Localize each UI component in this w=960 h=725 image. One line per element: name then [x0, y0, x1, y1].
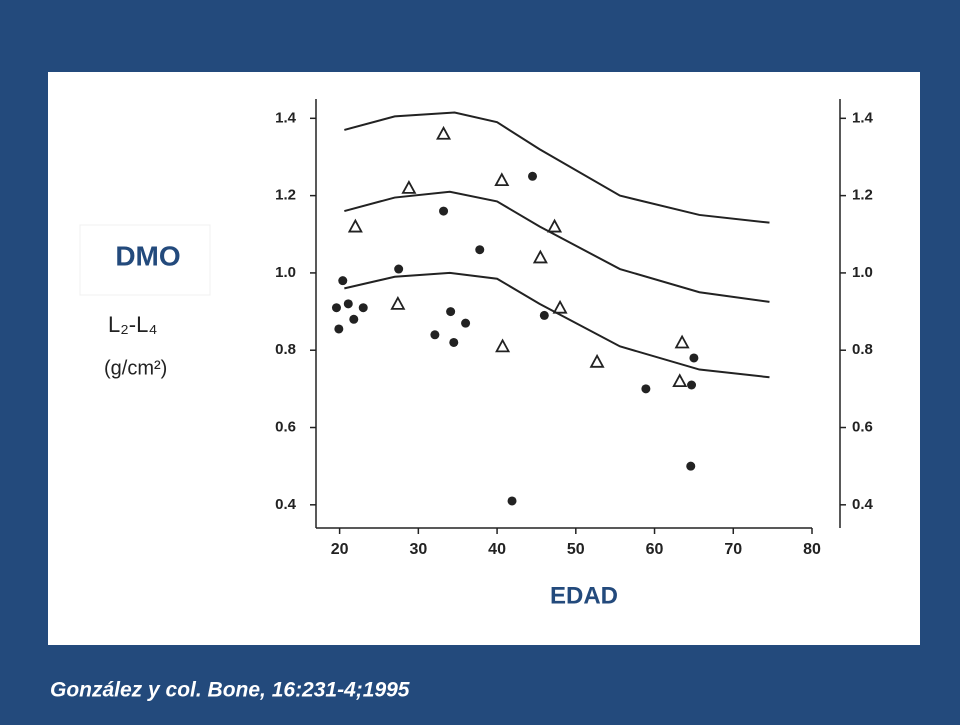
y2-tick-label: 1.4: [852, 109, 874, 126]
y-tick-label: 0.6: [275, 418, 296, 435]
triangle-point: [552, 299, 568, 314]
point: [338, 276, 348, 286]
point: [343, 299, 353, 309]
point: [689, 353, 699, 363]
x-tick-label: 40: [488, 541, 506, 558]
triangle-point: [547, 218, 563, 233]
source: González y col. Bone, 16:231-4;1995: [50, 679, 410, 702]
point: [507, 496, 517, 506]
label-box: [520, 575, 640, 625]
point: [439, 206, 449, 216]
y2-tick-label: 1.0: [852, 264, 873, 281]
point: [528, 171, 538, 181]
triangle-point: [672, 373, 688, 388]
triangle-point: [495, 338, 511, 353]
x-tick-label: 70: [724, 541, 742, 558]
region-label: L₂-L₄: [108, 312, 157, 337]
label-box: [79, 224, 211, 296]
units-label: (g/cm²): [104, 357, 167, 379]
point: [349, 314, 359, 324]
point: [539, 310, 549, 320]
x-tick-label: 60: [646, 541, 664, 558]
point: [475, 245, 485, 255]
y-tick-label: 0.8: [275, 341, 296, 358]
point: [358, 303, 368, 313]
x-tick-label: 30: [409, 541, 427, 558]
point: [446, 307, 456, 317]
y2-tick-label: 1.2: [852, 187, 873, 204]
y-tick-label: 1.4: [275, 109, 297, 126]
x-axis-label: EDAD: [550, 582, 618, 609]
triangle-point: [436, 125, 452, 140]
point: [461, 318, 471, 328]
y-tick-label: 0.4: [275, 496, 297, 513]
point: [641, 384, 651, 394]
point: [394, 264, 404, 274]
y2-tick-label: 0.4: [852, 496, 874, 513]
point: [331, 303, 341, 313]
triangle-point: [494, 172, 510, 187]
paper: [48, 72, 920, 645]
x-tick-label: 50: [567, 541, 585, 558]
point: [686, 461, 696, 471]
point: [334, 324, 344, 334]
triangle-point: [589, 353, 605, 368]
y-axis-label: DMO: [115, 240, 180, 271]
y2-tick-label: 0.6: [852, 418, 873, 435]
x-tick-label: 20: [331, 541, 349, 558]
point: [449, 337, 459, 347]
x-tick-label: 80: [803, 541, 821, 558]
reference-curve: [344, 271, 770, 379]
point: [687, 380, 697, 390]
reference-curve: [344, 190, 770, 303]
y2-tick-label: 0.8: [852, 341, 873, 358]
triangle-point: [674, 334, 690, 349]
y-tick-label: 1.0: [275, 264, 296, 281]
triangle-point: [347, 218, 363, 233]
triangle-point: [390, 295, 406, 310]
reference-curve: [344, 111, 770, 224]
y-tick-label: 1.2: [275, 187, 296, 204]
point: [430, 330, 440, 340]
triangle-point: [401, 180, 417, 194]
triangle-point: [532, 249, 548, 264]
